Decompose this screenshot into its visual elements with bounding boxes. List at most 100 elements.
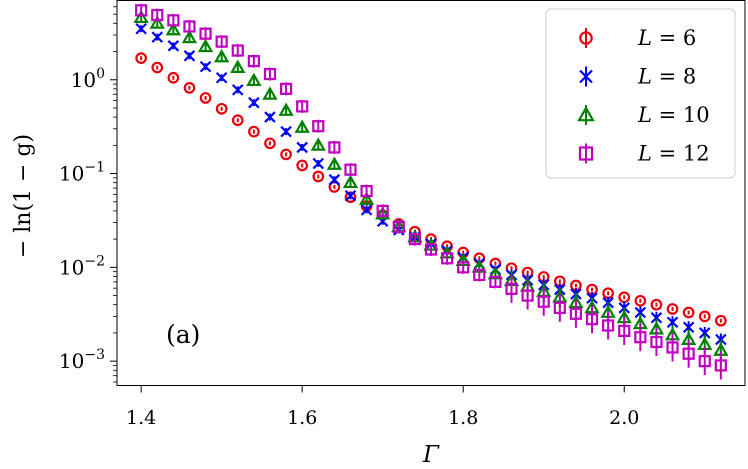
data-point — [231, 44, 244, 57]
data-point — [342, 174, 359, 189]
data-point — [698, 310, 711, 323]
data-point — [650, 298, 663, 311]
data-point — [328, 173, 341, 186]
data-point — [666, 303, 679, 315]
data-point — [183, 50, 196, 62]
legend-marker — [578, 146, 594, 161]
data-point — [280, 148, 292, 161]
data-point — [714, 314, 727, 327]
data-point — [602, 319, 615, 332]
data-point — [715, 333, 727, 346]
legend-entry-L6: L = 6 — [579, 26, 696, 50]
data-point — [312, 120, 325, 133]
legend-entry-L12: L = 12 — [578, 142, 710, 166]
data-point — [650, 311, 663, 324]
data-point — [326, 156, 343, 170]
data-point — [296, 100, 309, 113]
legend-marker — [577, 105, 595, 122]
data-point — [181, 29, 198, 44]
legend-label: L = 12 — [637, 142, 710, 166]
data-point — [682, 347, 695, 360]
legend-label: L = 10 — [637, 103, 710, 127]
data-point — [392, 220, 405, 233]
data-point — [231, 84, 244, 96]
data-point — [521, 289, 534, 302]
data-point — [682, 321, 695, 333]
data-point — [215, 102, 228, 115]
data-point — [650, 335, 663, 349]
data-point — [489, 275, 502, 288]
data-point — [199, 60, 212, 73]
data-point — [618, 324, 631, 338]
data-point — [149, 15, 165, 29]
y-axis-label: − ln(1 − g) — [11, 134, 36, 258]
data-point — [553, 301, 566, 314]
data-point — [666, 316, 679, 329]
data-point — [682, 306, 695, 319]
data-point — [230, 59, 246, 73]
data-point — [279, 82, 293, 95]
series-L12 — [135, 3, 727, 380]
data-point — [264, 137, 276, 150]
x-axis-label: Γ — [422, 442, 440, 468]
legend-label: L = 6 — [637, 26, 696, 50]
data-point — [165, 21, 182, 36]
legend-entry-L8: L = 8 — [579, 65, 696, 89]
legend-marker — [579, 69, 593, 84]
data-point — [167, 14, 180, 27]
data-point — [310, 137, 326, 151]
x-tick-label: 2.0 — [609, 407, 639, 429]
data-point — [151, 31, 164, 43]
data-point — [262, 86, 278, 100]
x-tick-label: 1.6 — [287, 407, 317, 429]
data-point — [473, 268, 486, 282]
data-point — [296, 159, 309, 172]
data-point — [294, 119, 310, 133]
data-point — [585, 313, 599, 326]
data-point — [167, 71, 180, 84]
data-point — [344, 163, 357, 176]
data-point — [569, 307, 583, 320]
data-point — [408, 233, 421, 246]
data-point — [199, 27, 212, 40]
data-point — [183, 20, 196, 33]
data-point — [666, 341, 679, 354]
data-point — [263, 67, 277, 81]
data-point — [135, 4, 148, 17]
axes-frame — [116, 0, 746, 386]
data-point — [634, 331, 647, 344]
x-tick-label: 1.4 — [126, 407, 156, 429]
data-point — [264, 111, 276, 123]
data-point — [151, 61, 164, 74]
data-point — [328, 141, 341, 154]
x-tick-label: 1.8 — [448, 407, 478, 429]
data-point — [714, 359, 727, 372]
data-point — [634, 294, 647, 307]
legend-entry-L10: L = 10 — [577, 103, 710, 127]
data-point — [505, 282, 518, 295]
panel-label: (a) — [166, 320, 200, 349]
data-point — [537, 295, 550, 308]
y-tick-label: 10−1 — [59, 160, 105, 186]
data-point — [248, 96, 260, 109]
data-point — [280, 125, 292, 138]
legend: L = 6 L = 8 L = 10 L = 12 — [545, 8, 736, 179]
data-point — [360, 185, 373, 198]
data-point — [457, 261, 470, 274]
data-point — [375, 206, 391, 220]
data-point — [215, 35, 228, 48]
data-point — [698, 355, 711, 368]
data-point — [215, 71, 228, 84]
legend-marker — [579, 31, 593, 45]
data-point — [296, 141, 308, 154]
data-point — [246, 72, 262, 87]
data-point — [360, 204, 373, 216]
data-point — [424, 243, 438, 256]
data-point — [248, 125, 260, 138]
data-point — [441, 252, 454, 265]
data-point — [151, 8, 164, 22]
data-point — [197, 38, 214, 53]
data-point — [167, 40, 180, 52]
data-point — [376, 204, 389, 217]
